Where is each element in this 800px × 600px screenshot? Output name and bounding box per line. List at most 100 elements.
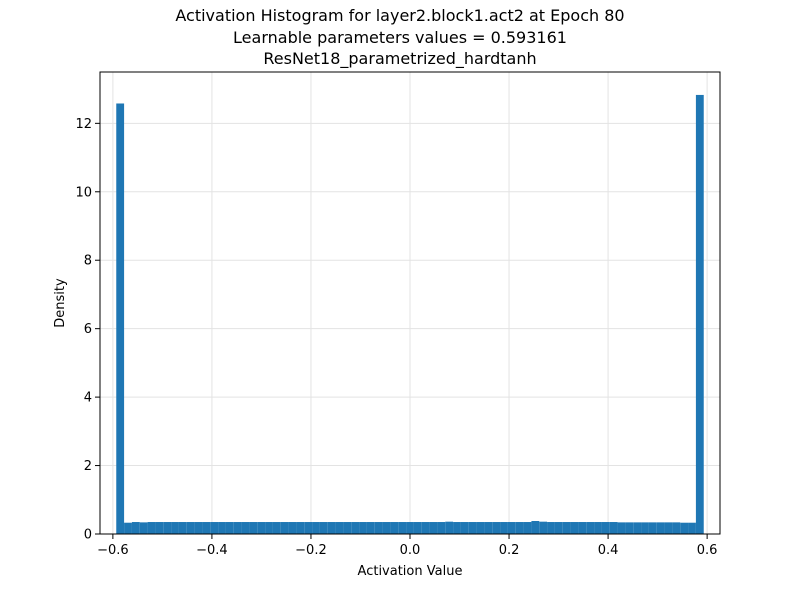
histogram-bar xyxy=(429,522,438,534)
histogram-bar xyxy=(680,522,689,534)
histogram-bar xyxy=(147,522,156,534)
histogram-bar xyxy=(539,521,548,534)
histogram-bar xyxy=(171,522,179,534)
x-tick-label: 0.6 xyxy=(697,543,718,558)
x-axis-ticks: −0.6 −0.4 −0.2 0.0 0.2 0.4 0.6 xyxy=(97,534,717,558)
chart-title-line-1: Activation Histogram for layer2.block1.a… xyxy=(175,6,625,25)
x-tick-label: 0.0 xyxy=(400,543,421,558)
histogram-bar xyxy=(257,522,266,534)
x-tick-label: 0.4 xyxy=(598,543,619,558)
histogram-bar xyxy=(641,522,649,534)
histogram-bar xyxy=(155,522,164,534)
histogram-bar xyxy=(241,522,250,534)
histogram-bar xyxy=(625,522,634,534)
histogram-bar xyxy=(554,522,563,534)
histogram-bar xyxy=(124,522,132,534)
x-tick-label: −0.4 xyxy=(196,543,228,558)
histogram-bar xyxy=(327,522,336,534)
y-tick-label: 6 xyxy=(84,322,92,337)
histogram-bar xyxy=(163,522,172,534)
histogram-bar xyxy=(366,522,375,534)
y-tick-label: 12 xyxy=(75,117,92,132)
histogram-bar xyxy=(335,522,344,534)
histogram-bar xyxy=(570,522,579,534)
y-axis-ticks: 0 2 4 6 8 10 12 xyxy=(75,117,100,543)
histogram-bar xyxy=(437,522,446,534)
histogram-bar xyxy=(594,522,602,534)
histogram-bar xyxy=(225,522,234,534)
histogram-bar xyxy=(484,522,493,534)
y-axis-label: Density xyxy=(53,278,68,328)
histogram-bar xyxy=(233,522,242,534)
x-tick-label: −0.6 xyxy=(97,543,129,558)
histogram-bar xyxy=(249,522,258,534)
histogram-bar xyxy=(116,103,125,535)
histogram-bar xyxy=(515,522,524,534)
histogram-bar xyxy=(280,522,289,534)
chart-title-line-2: Learnable parameters values = 0.593161 xyxy=(233,28,567,47)
histogram-bar xyxy=(351,522,360,534)
histogram-bar xyxy=(194,522,203,534)
histogram-bar xyxy=(578,522,587,534)
histogram-bar xyxy=(202,522,211,534)
histogram-bar xyxy=(586,522,595,534)
histogram-bar xyxy=(413,522,422,534)
histogram-bar xyxy=(562,522,571,534)
histogram-bar xyxy=(272,522,281,534)
histogram-bar xyxy=(319,522,328,534)
chart-title-line-3: ResNet18_parametrized_hardtanh xyxy=(263,49,537,68)
histogram-bar xyxy=(468,522,477,534)
histogram-bar xyxy=(312,522,320,534)
histogram-bar xyxy=(500,522,508,534)
histogram-bar xyxy=(609,522,618,534)
histogram-bar xyxy=(296,522,305,534)
histogram-bar xyxy=(445,521,454,534)
histogram-bar xyxy=(672,522,681,534)
histogram-bar xyxy=(688,522,696,534)
histogram-bar xyxy=(398,522,407,534)
histogram-bars xyxy=(116,94,704,535)
histogram-bar xyxy=(648,522,657,534)
histogram-bar xyxy=(523,522,532,534)
histogram-bar xyxy=(476,522,485,534)
grid-lines xyxy=(100,72,720,535)
histogram-bar xyxy=(695,94,704,534)
histogram-bar xyxy=(139,522,148,534)
histogram-bar xyxy=(421,522,430,534)
histogram-bar xyxy=(265,522,273,534)
histogram-bar xyxy=(633,522,642,534)
histogram-bar xyxy=(131,522,140,534)
histogram-bar xyxy=(601,522,610,534)
histogram-bar xyxy=(374,522,383,534)
histogram-bar xyxy=(304,522,313,534)
histogram-bar xyxy=(507,522,516,534)
histogram-bar xyxy=(492,522,501,534)
x-tick-label: 0.2 xyxy=(499,543,520,558)
y-tick-label: 10 xyxy=(75,185,92,200)
histogram-bar xyxy=(178,522,187,534)
histogram-bar xyxy=(359,522,367,534)
x-tick-label: −0.2 xyxy=(295,543,327,558)
histogram-bar xyxy=(453,522,461,534)
histogram-bar xyxy=(210,522,219,534)
histogram-bar xyxy=(343,522,352,534)
y-tick-label: 0 xyxy=(84,528,92,543)
histogram-bar xyxy=(664,522,673,534)
x-axis-label: Activation Value xyxy=(358,564,463,579)
histogram-bar xyxy=(406,522,414,534)
histogram-bar xyxy=(656,522,665,534)
histogram-bar xyxy=(390,522,399,534)
histogram-bar xyxy=(288,522,297,534)
histogram-bar xyxy=(186,522,195,534)
histogram-bar xyxy=(382,522,391,534)
y-tick-label: 2 xyxy=(84,459,92,474)
histogram-bar xyxy=(547,522,555,534)
y-tick-label: 4 xyxy=(84,391,92,406)
histogram-bar xyxy=(617,522,626,534)
histogram-bar xyxy=(460,522,469,534)
y-tick-label: 8 xyxy=(84,254,92,269)
histogram-bar xyxy=(531,520,540,534)
histogram-bar xyxy=(218,522,226,534)
